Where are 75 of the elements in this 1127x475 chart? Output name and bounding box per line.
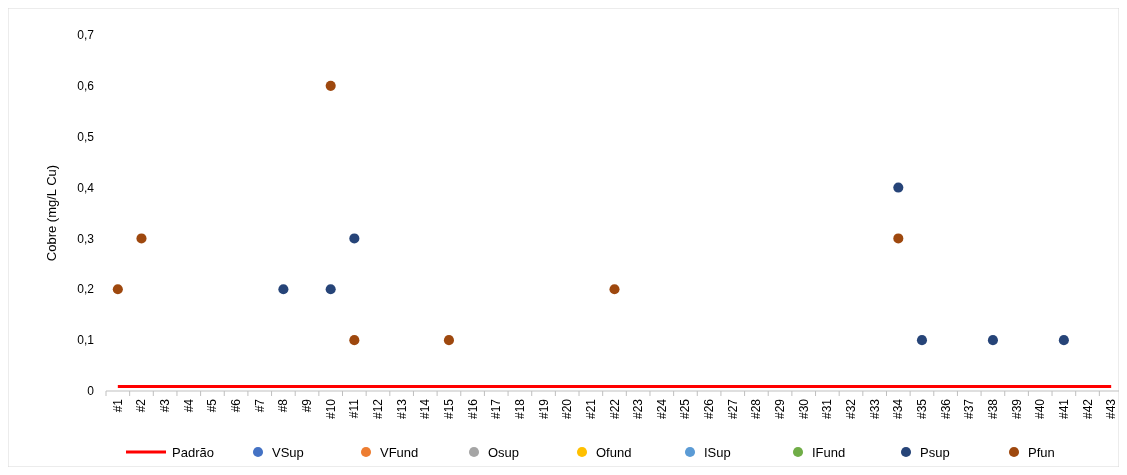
x-tick-label: #13	[394, 398, 409, 420]
x-tick-label: #24	[654, 398, 669, 420]
x-tick-label: #36	[938, 398, 953, 420]
x-tick-label: #27	[725, 398, 740, 420]
x-tick-label: #11	[347, 398, 362, 419]
x-tick-label: #1	[110, 398, 125, 413]
x-tick-label: #34	[891, 398, 906, 420]
x-tick-label: #3	[158, 398, 173, 413]
point	[443, 335, 454, 346]
y-tick-label: 0	[87, 384, 95, 399]
legend-label: Psup	[920, 444, 950, 460]
x-tick-label: #37	[962, 398, 977, 420]
x-tick-label: #43	[1104, 398, 1119, 420]
x-tick-label: #38	[985, 398, 1000, 420]
legend-label: VSup	[272, 444, 304, 460]
legend-label: IFund	[812, 444, 846, 460]
y-tick-label: 0,4	[77, 180, 95, 195]
x-tick-label: #9	[300, 398, 315, 413]
x-tick-label: #21	[583, 398, 598, 420]
point	[1058, 335, 1069, 346]
point	[325, 80, 336, 91]
legend-label: Osup	[488, 444, 520, 460]
legend-label: VFund	[380, 444, 419, 460]
x-tick-label: #14	[418, 398, 433, 420]
x-tick-label: #6	[229, 398, 244, 413]
x-tick-label: #29	[773, 398, 788, 420]
y-tick-label: 0,6	[77, 79, 95, 94]
x-tick-label: #42	[1080, 398, 1095, 420]
y-tick-label: 0,1	[77, 333, 95, 348]
x-tick-label: #26	[702, 398, 717, 420]
point	[916, 335, 928, 346]
point	[609, 284, 620, 295]
x-tick-label: #18	[512, 398, 527, 420]
y-tick-label: 0,7	[77, 28, 95, 43]
x-tick-label: #28	[749, 398, 764, 420]
point	[349, 335, 360, 346]
x-tick-label: #32	[844, 398, 859, 420]
x-tick-label: #20	[560, 398, 575, 420]
point	[987, 335, 998, 346]
x-tick-label: #25	[678, 398, 693, 420]
x-tick-label: #2	[134, 398, 149, 413]
x-tick-label: #22	[607, 398, 622, 420]
x-tick-label: #15	[441, 398, 456, 420]
point	[893, 182, 904, 193]
x-tick-label: #30	[796, 398, 811, 420]
x-tick-label: #5	[205, 398, 220, 413]
x-tick-label: #33	[867, 398, 882, 420]
x-tick-label: #16	[465, 398, 480, 420]
y-tick-label: 0,3	[77, 231, 95, 246]
x-tick-label: #41	[1056, 398, 1071, 420]
point	[112, 284, 123, 295]
y-tick-label: 0,2	[77, 282, 95, 297]
point	[349, 233, 360, 244]
legend-label: ISup	[704, 444, 731, 460]
x-tick-label: #19	[536, 398, 551, 420]
legend-label: Padrão	[172, 444, 214, 460]
x-tick-label: #12	[370, 398, 385, 420]
x-tick-label: #8	[276, 398, 291, 413]
x-tick-label: #4	[181, 398, 196, 413]
y-axis-title: Cobre (mg/L Cu)	[44, 164, 59, 262]
legend-label: Pfun	[1028, 444, 1055, 460]
point	[136, 233, 147, 244]
x-tick-label: #40	[1033, 398, 1048, 420]
x-tick-label: #17	[489, 398, 504, 420]
x-tick-label: #7	[252, 398, 267, 413]
point	[278, 284, 289, 295]
legend-label: Ofund	[596, 444, 632, 460]
x-tick-label: #31	[820, 398, 835, 420]
x-tick-label: #39	[1009, 398, 1024, 420]
x-tick-label: #35	[914, 398, 929, 420]
point	[325, 284, 336, 295]
x-tick-label: #23	[631, 398, 646, 420]
point	[893, 233, 904, 244]
y-tick-label: 0,5	[77, 129, 95, 144]
x-tick-label: #10	[323, 398, 338, 420]
